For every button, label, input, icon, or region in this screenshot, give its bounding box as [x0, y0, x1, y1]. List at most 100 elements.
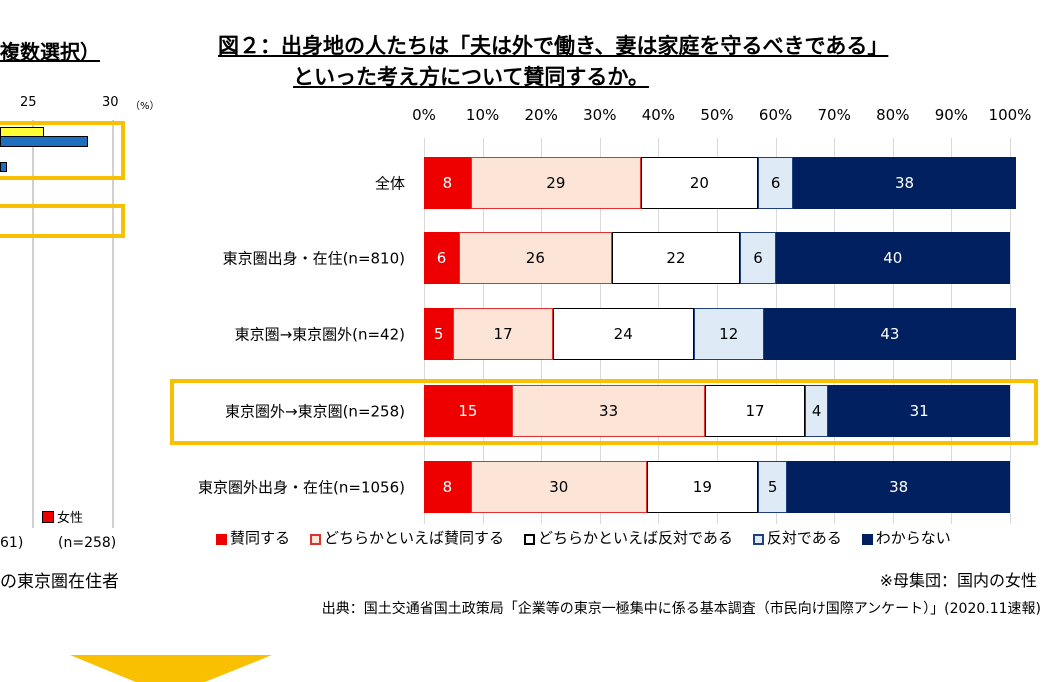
left-n-label: (n=258): [58, 535, 117, 551]
x-tick-label: 40%: [641, 106, 676, 124]
bar-segment: 38: [793, 157, 1016, 209]
data-label: 6: [770, 174, 781, 192]
left-tick-30: 30: [102, 95, 119, 110]
data-label: 24: [613, 325, 633, 343]
data-label: 5: [767, 478, 778, 496]
x-tick-label: 80%: [876, 106, 910, 124]
left-tick-25: 25: [20, 95, 37, 110]
bar-segment: 8: [424, 461, 471, 513]
data-label: 8: [442, 174, 453, 192]
data-label: 40: [883, 249, 903, 267]
data-label: 20: [689, 174, 709, 192]
bar-segment: 43: [763, 308, 1016, 360]
x-tick-label: 90%: [934, 106, 969, 124]
legend-swatch-icon: [216, 534, 227, 545]
data-label: 5: [433, 325, 444, 343]
bar-segment: 31: [828, 385, 1010, 437]
data-label: 19: [692, 478, 712, 496]
bar-segment: 12: [693, 308, 764, 360]
highlight-box: [170, 379, 1038, 445]
legend-item: どちらかといえば賛同する: [310, 527, 504, 548]
bar-segment: 20: [640, 157, 758, 209]
legend-label: わからない: [875, 529, 951, 547]
data-label: 8: [442, 478, 453, 496]
down-arrow-icon: [70, 655, 272, 682]
data-label: 43: [880, 325, 900, 343]
data-label: 17: [745, 402, 765, 420]
legend-swatch-icon: [861, 534, 873, 545]
legend: 賛同する どちらかといえば賛同する どちらかといえば反対である 反対である わからない: [216, 527, 971, 548]
category-label: 全体: [374, 174, 405, 193]
bar-segment: 15: [424, 385, 512, 437]
bar-segment: 24: [552, 308, 694, 360]
legend-label: どちらかといえば反対である: [538, 529, 733, 547]
x-tick-label: 100%: [988, 106, 1032, 124]
bar-segment: 17: [453, 308, 553, 360]
data-label: 6: [436, 249, 447, 267]
left-legend-label: 女性: [57, 511, 84, 526]
legend-label: どちらかといえば賛同する: [324, 529, 505, 547]
data-label: 26: [525, 249, 545, 267]
legend-item: どちらかといえば反対である: [524, 527, 733, 548]
legend-label: 反対である: [766, 529, 842, 547]
bar-segment: 29: [470, 157, 641, 209]
footnote: ※母集団：国内の女性: [879, 571, 1037, 590]
data-label: 31: [909, 402, 929, 420]
bar-segment: 6: [740, 232, 776, 284]
bar-segment: 5: [424, 308, 454, 360]
left-bar-blue: [0, 136, 88, 147]
left-n-label: 61): [0, 535, 24, 551]
legend-swatch-icon: [752, 534, 764, 545]
bar-segment: 6: [758, 157, 794, 209]
bar-segment: 19: [646, 461, 758, 513]
left-highlight-box: [0, 121, 125, 180]
legend-item: 賛同する: [216, 527, 290, 548]
bar-segment: 4: [804, 385, 829, 437]
left-highlight-box: [0, 204, 125, 238]
chart-title-line1: 図２：出身地の人たちは「夫は外で働き、妻は家庭を守るべきである」: [218, 34, 889, 58]
bar-segment: 5: [758, 461, 788, 513]
x-tick-label: 70%: [817, 106, 851, 124]
x-tick-label: 10%: [465, 106, 500, 124]
bar-segment: 26: [459, 232, 612, 284]
data-label: 33: [599, 402, 619, 420]
category-label: 東京圏→東京圏外(n=42): [234, 325, 405, 344]
data-label: 22: [666, 249, 686, 267]
bar-segment: 8: [424, 157, 471, 209]
bar-segment: 38: [787, 461, 1010, 513]
category-label: 東京圏外出身・在住(n=1056): [198, 478, 405, 497]
chart-title-line2: といった考え方について賛同するか。: [293, 65, 649, 89]
x-tick-label: 20%: [524, 106, 558, 124]
x-tick-label: 0%: [412, 106, 436, 124]
data-label: 29: [546, 174, 566, 192]
bar-segment: 22: [611, 232, 741, 284]
source-note: 出典：国土交通省国土政策局「企業等の東京一極集中に係る基本調査（市民向け国際アン…: [321, 601, 1041, 617]
data-label: 4: [811, 402, 822, 420]
data-label: 15: [458, 402, 478, 420]
category-label: 東京圏外→東京圏(n=258): [225, 402, 405, 421]
left-legend: 女性: [42, 507, 83, 526]
legend-swatch-icon: [310, 534, 322, 545]
left-gridline: [112, 120, 114, 528]
left-unit: （%）: [130, 101, 160, 112]
bar-segment: 30: [470, 461, 647, 513]
category-label: 東京圏出身・在住(n=810): [222, 249, 405, 268]
legend-swatch-icon: [524, 534, 536, 545]
legend-swatch-icon: [42, 510, 54, 523]
data-label: 38: [894, 174, 915, 192]
legend-label: 賛同する: [230, 529, 291, 547]
data-label: 6: [753, 249, 763, 267]
data-label: 17: [493, 325, 513, 343]
bar-segment: 33: [511, 385, 706, 437]
data-label: 38: [889, 478, 909, 496]
legend-item: わからない: [861, 527, 951, 548]
x-tick-label: 50%: [700, 106, 734, 124]
bar-segment: 17: [705, 385, 805, 437]
data-label: 30: [549, 478, 569, 496]
left-gridline: [32, 120, 34, 528]
bar-segment: 6: [424, 232, 460, 284]
x-tick-label: 30%: [583, 106, 617, 124]
left-bar-blue-small: [0, 162, 7, 172]
data-label: 12: [719, 325, 739, 343]
x-tick-label: 60%: [758, 106, 793, 124]
